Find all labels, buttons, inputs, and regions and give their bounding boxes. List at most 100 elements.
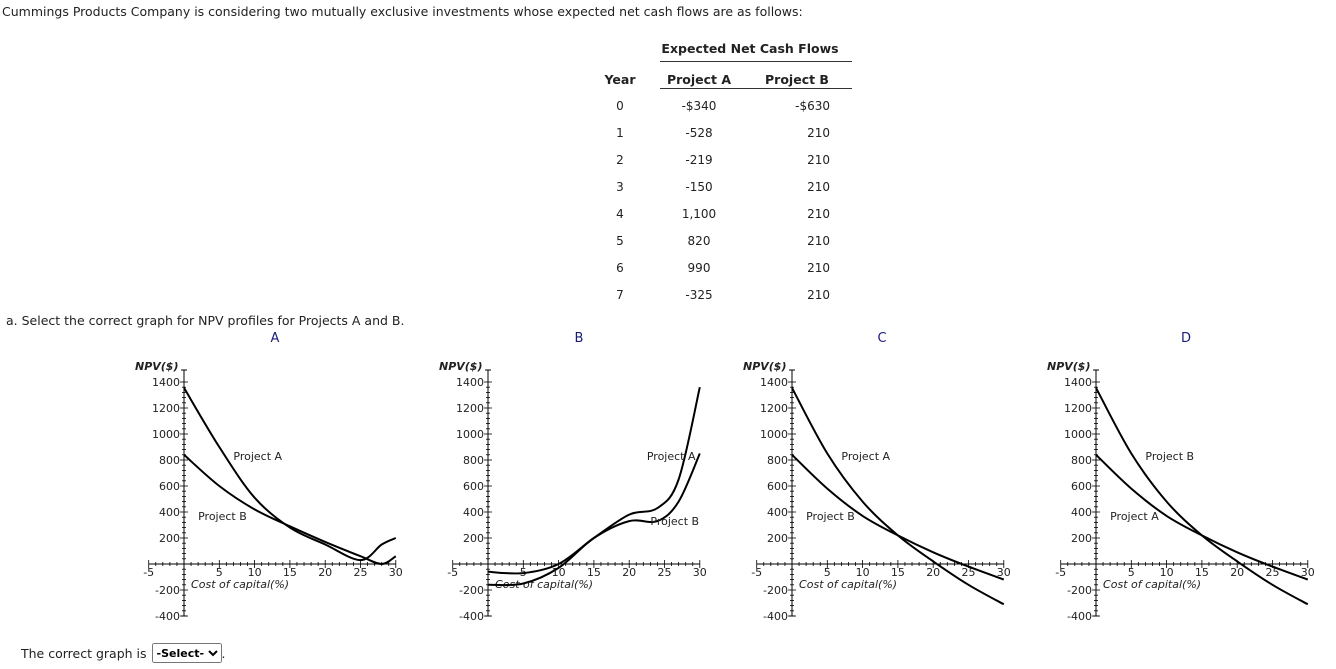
panel-label-c: C bbox=[877, 331, 887, 346]
y-tick-label: 200 bbox=[1071, 532, 1092, 545]
cell-project-b: 210 bbox=[807, 153, 830, 167]
cell-project-a: -150 bbox=[685, 180, 713, 194]
panel-label-d: D bbox=[1180, 331, 1191, 346]
y-tick-label: 600 bbox=[1071, 480, 1092, 493]
cell-project-a: 820 bbox=[687, 234, 711, 248]
header-year: Year bbox=[604, 72, 636, 87]
cell-project-a: 1,100 bbox=[681, 207, 717, 221]
cell-project-b: 210 bbox=[807, 180, 830, 194]
x-tick-label: 20 bbox=[622, 566, 636, 579]
y-tick-label: 200 bbox=[159, 532, 180, 545]
cell-project-a: -$340 bbox=[681, 99, 717, 113]
y-tick-label: 1000 bbox=[760, 428, 788, 441]
series-label: Project A bbox=[233, 450, 282, 463]
x-axis-title: Cost of capital(%) bbox=[495, 578, 593, 591]
y-tick-label: 800 bbox=[1071, 454, 1092, 467]
y-tick-label: 1000 bbox=[152, 428, 180, 441]
cell-project-b: 210 bbox=[807, 126, 830, 140]
x-tick-label: 15 bbox=[1195, 566, 1209, 579]
cell-project-b: 210 bbox=[807, 288, 830, 302]
x-tick-label: 10 bbox=[248, 566, 262, 579]
x-tick-label: 20 bbox=[1230, 566, 1244, 579]
cell-year: 3 bbox=[616, 180, 624, 194]
cell-year: 2 bbox=[616, 153, 624, 167]
x-tick-label: 30 bbox=[1301, 566, 1315, 579]
y-tick-label: 1000 bbox=[1064, 428, 1092, 441]
series-label: Project B bbox=[806, 510, 855, 523]
y-tick-label: 1200 bbox=[760, 402, 788, 415]
x-tick-label: -5 bbox=[143, 566, 154, 579]
y-tick-label: 600 bbox=[463, 480, 484, 493]
x-tick-label: 10 bbox=[856, 566, 870, 579]
y-tick-label: 400 bbox=[1071, 506, 1092, 519]
table-row: 6 990 210 bbox=[598, 255, 852, 282]
cash-flow-table: Expected Net Cash Flows Year Project A P… bbox=[598, 38, 852, 309]
y-tick-label: -200 bbox=[155, 584, 180, 597]
x-tick-label: 15 bbox=[587, 566, 601, 579]
series-label: Project B bbox=[650, 515, 699, 528]
cell-project-a: 990 bbox=[687, 261, 711, 275]
x-axis-title: Cost of capital(%) bbox=[799, 578, 897, 591]
y-tick-label: -400 bbox=[459, 610, 484, 623]
y-tick-label: 800 bbox=[159, 454, 180, 467]
x-tick-label: 15 bbox=[891, 566, 905, 579]
cell-year: 7 bbox=[616, 288, 624, 302]
y-tick-label: -200 bbox=[459, 584, 484, 597]
y-tick-label: -400 bbox=[763, 610, 788, 623]
y-tick-label: 1200 bbox=[1064, 402, 1092, 415]
cell-project-b: 210 bbox=[807, 234, 830, 248]
x-tick-label: 5 bbox=[1128, 566, 1135, 579]
x-tick-label: 20 bbox=[926, 566, 940, 579]
series-line bbox=[1095, 454, 1309, 581]
cell-year: 0 bbox=[616, 99, 624, 113]
y-tick-label: 200 bbox=[767, 532, 788, 545]
x-tick-label: 25 bbox=[354, 566, 368, 579]
npv-graph-d: -5 5 10 15 20 25 30 1400 1200 1000 800 600 400 200 -20… bbox=[1047, 360, 1315, 623]
panel-label-b: B bbox=[574, 331, 584, 346]
x-tick-label: 30 bbox=[997, 566, 1011, 579]
x-tick-label: 25 bbox=[962, 566, 976, 579]
series-line bbox=[487, 453, 701, 587]
cell-project-a: -219 bbox=[685, 153, 713, 167]
header-project-a: Project A bbox=[666, 72, 732, 87]
cell-year: 5 bbox=[616, 234, 624, 248]
header-project-b: Project B bbox=[765, 72, 829, 87]
series-label: Project A bbox=[1110, 510, 1159, 523]
table-row: 4 1,100 210 bbox=[598, 201, 852, 228]
y-tick-label: 400 bbox=[159, 506, 180, 519]
y-tick-label: 400 bbox=[767, 506, 788, 519]
series-line bbox=[183, 454, 397, 566]
table-row: 0 -$340 -$630 bbox=[598, 93, 852, 120]
npv-graph-a: -5 5 10 15 20 25 30 1400 1200 1000 800 600 400 200 -20… bbox=[135, 360, 403, 623]
npv-graph-b: -5 5 10 15 20 25 30140012001000800600400200-20… bbox=[439, 360, 707, 623]
cell-project-b: -$630 bbox=[795, 99, 830, 113]
x-tick-label: 15 bbox=[283, 566, 297, 579]
npv-graph-c: -5 5 10 15 20 25 30 1400 1200 1000 800 600 400 200 -20… bbox=[743, 360, 1011, 623]
y-tick-label: -400 bbox=[155, 610, 180, 623]
table-row: 7 -325 210 bbox=[598, 282, 852, 309]
x-tick-label: -5 bbox=[751, 566, 762, 579]
y-tick-label: 1200 bbox=[456, 402, 484, 415]
x-axis-title: Cost of capital(%) bbox=[191, 578, 289, 591]
table-row: 3 -150 210 bbox=[598, 174, 852, 201]
x-tick-label: -5 bbox=[447, 566, 458, 579]
series-label: Project B bbox=[1145, 450, 1194, 463]
y-tick-label: 1200 bbox=[152, 402, 180, 415]
y-axis-title: NPV($) bbox=[1047, 360, 1091, 373]
graph-select-dropdown[interactable]: -Select- bbox=[151, 643, 222, 663]
x-tick-label: 5 bbox=[216, 566, 223, 579]
question-text: a. Select the correct graph for NPV prof… bbox=[6, 313, 405, 328]
x-tick-label: 20 bbox=[318, 566, 332, 579]
table-row: 1 -528 210 bbox=[598, 120, 852, 147]
cell-project-b: 210 bbox=[807, 207, 830, 221]
series-line bbox=[791, 454, 1005, 581]
y-tick-label: -400 bbox=[1067, 610, 1092, 623]
table-row: 5 820 210 bbox=[598, 228, 852, 255]
x-tick-label: 30 bbox=[693, 566, 707, 579]
header-underline bbox=[660, 88, 852, 89]
series-line bbox=[183, 387, 397, 562]
cell-project-b: 210 bbox=[807, 261, 830, 275]
cell-project-a: -528 bbox=[685, 126, 713, 140]
y-axis-title: NPV($) bbox=[135, 360, 179, 373]
table-title: Expected Net Cash Flows bbox=[661, 41, 839, 56]
